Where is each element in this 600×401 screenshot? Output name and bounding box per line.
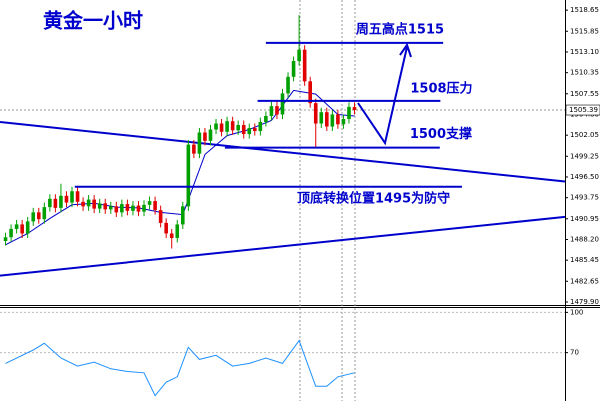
candle-body xyxy=(3,237,8,241)
candle-body xyxy=(75,191,80,202)
y-tick-label: 100 xyxy=(570,308,583,316)
candle-body xyxy=(297,49,301,61)
candle-body xyxy=(86,199,91,207)
y-tick-label: 1499.25 xyxy=(570,152,599,160)
y-tick-label: 1493.75 xyxy=(570,194,599,202)
candle-body xyxy=(241,125,246,135)
y-tick-label: 1488.20 xyxy=(570,235,599,243)
y-tick-label: 1496.50 xyxy=(570,173,599,181)
candle-body xyxy=(9,228,13,238)
y-tick-label: 1490.95 xyxy=(570,215,599,223)
candle-body xyxy=(48,198,52,208)
candle-body xyxy=(236,125,240,131)
y-tick-label: 1507.55 xyxy=(570,90,599,98)
candle-body xyxy=(42,207,47,220)
candle-body xyxy=(347,106,351,119)
candle-body xyxy=(81,201,85,207)
candle-body xyxy=(59,195,63,208)
candle-body xyxy=(14,224,19,229)
annotation: 1508压力 xyxy=(410,80,472,96)
candle-body xyxy=(214,123,218,130)
candle-body xyxy=(302,49,307,82)
candle-body xyxy=(275,106,279,115)
last-price-label: 1505.39 xyxy=(569,106,598,114)
candle-body xyxy=(308,81,312,104)
candle-body xyxy=(336,114,340,125)
candle-body xyxy=(108,206,113,210)
candle-body xyxy=(280,93,285,115)
candle-body xyxy=(53,198,58,208)
candle-body xyxy=(313,103,318,124)
y-tick-label: 1485.45 xyxy=(570,256,599,264)
y-tick-label: 1502.05 xyxy=(570,131,599,139)
last-price-box xyxy=(565,104,600,116)
candle-body xyxy=(208,129,213,141)
candle-body xyxy=(158,210,163,223)
candle-body xyxy=(147,201,152,205)
candle-body xyxy=(341,118,346,125)
y-tick-label: 1510.35 xyxy=(570,69,599,77)
y-tick-label: 1479.90 xyxy=(570,298,599,306)
candle-body xyxy=(164,222,168,234)
candle-body xyxy=(186,144,191,207)
candle-body xyxy=(192,144,196,154)
candle-body xyxy=(247,128,252,135)
trend-line xyxy=(0,121,566,183)
candle-body xyxy=(258,122,263,132)
candle-body xyxy=(153,201,157,211)
candle-body xyxy=(97,203,102,209)
y-tick-label: 1513.10 xyxy=(570,48,599,56)
candle-body xyxy=(25,221,30,234)
indicator-line xyxy=(5,339,355,397)
chart-title: 黄金一小时 xyxy=(43,9,143,33)
candle-body xyxy=(180,206,185,225)
forecast-arrow xyxy=(357,46,408,146)
annotation: 1500支撑 xyxy=(410,126,472,142)
candle-body xyxy=(330,114,335,127)
candle-body xyxy=(352,106,357,111)
candle-body xyxy=(253,128,257,132)
trend-line xyxy=(0,215,566,277)
candle-body xyxy=(36,212,41,220)
candle-body xyxy=(114,206,119,213)
candle-body xyxy=(136,205,141,212)
candle-body xyxy=(103,203,108,210)
candle-body xyxy=(197,132,202,154)
annotation: 顶底转换位置1495为防守 xyxy=(297,190,450,206)
candle-body xyxy=(269,106,274,116)
y-tick-label: 1482.65 xyxy=(570,277,599,285)
candle-body xyxy=(92,199,96,209)
y-tick-label: 1518.65 xyxy=(570,6,599,14)
y-tick-label: 70 xyxy=(570,349,579,357)
candle-body xyxy=(20,224,24,234)
annotation: 周五高点1515 xyxy=(356,21,444,37)
candle-body xyxy=(70,191,74,203)
candle-body xyxy=(325,112,329,127)
candle-body xyxy=(31,212,36,222)
candle-body xyxy=(175,224,180,238)
candle-body xyxy=(264,115,268,122)
candle-body xyxy=(319,112,324,124)
candle-body xyxy=(142,204,146,212)
candle-body xyxy=(225,121,229,132)
candle-body xyxy=(230,121,235,131)
candle-body xyxy=(286,76,290,94)
candle-body xyxy=(131,205,135,211)
arrow-head xyxy=(399,42,412,58)
candle-body xyxy=(219,123,224,132)
candle-body xyxy=(125,204,130,211)
candle-body xyxy=(120,204,124,213)
candle-body xyxy=(203,132,207,141)
candle-body xyxy=(291,61,296,77)
plot: 1518.651515.851513.101510.351507.551504.… xyxy=(0,6,599,397)
candle-body xyxy=(169,233,174,238)
candle-body xyxy=(64,195,69,203)
y-tick-label: 1515.85 xyxy=(570,27,599,35)
